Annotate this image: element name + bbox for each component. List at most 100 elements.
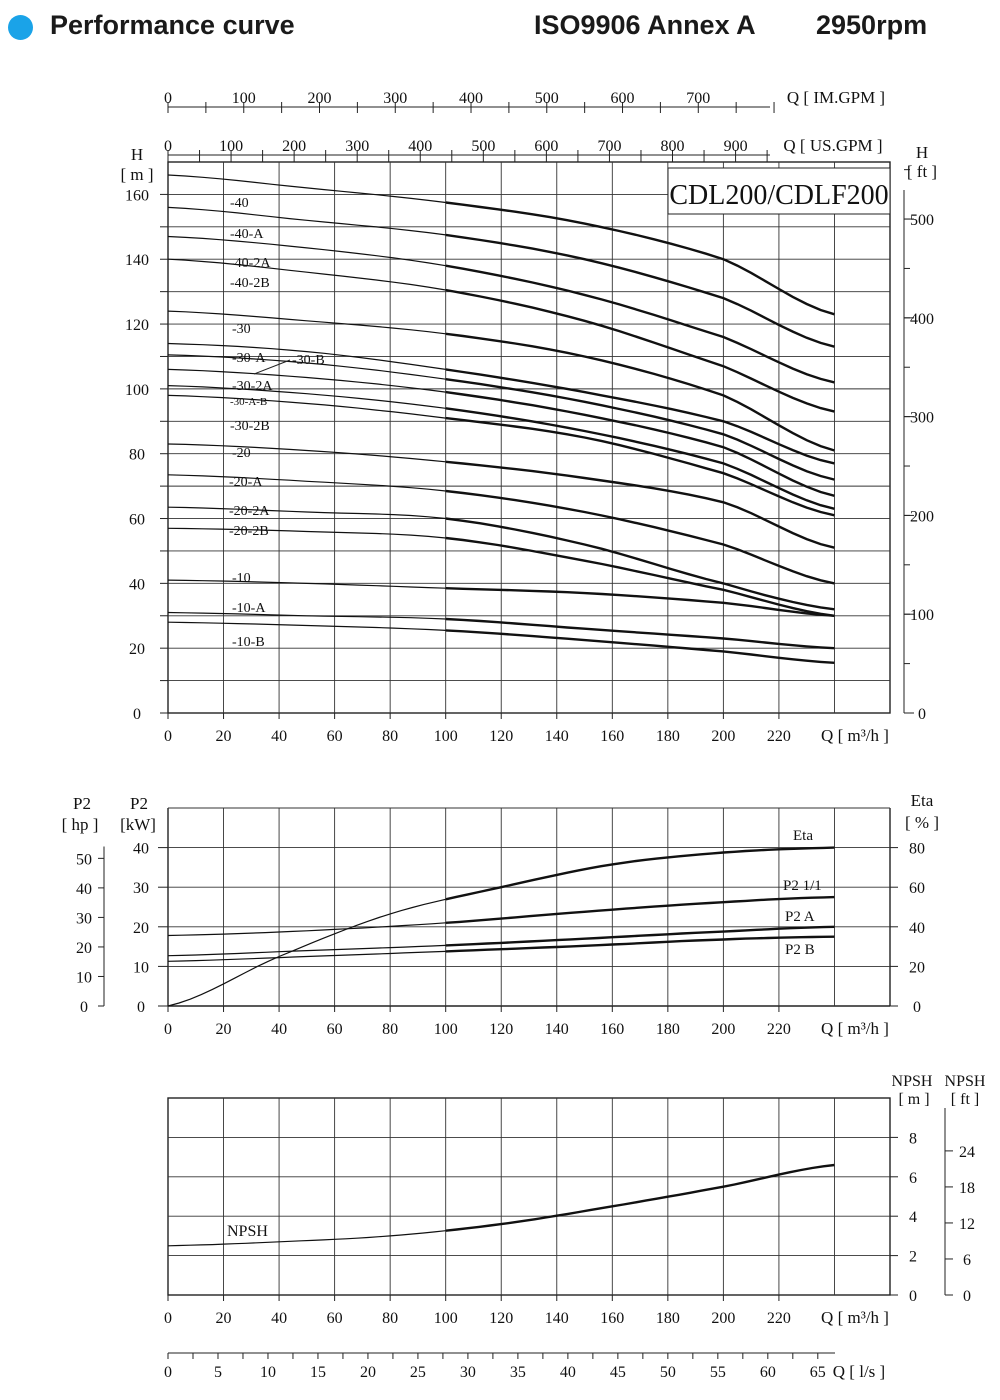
usgpm-tick-label: 400 [408, 138, 432, 155]
head-curve-line-operating [445, 368, 835, 465]
npsh-x-tick-label: 100 [434, 1310, 458, 1327]
power-curve-line [167, 944, 446, 957]
power-curve-line [167, 922, 446, 937]
eta-curve-line [167, 898, 446, 1007]
npsh-x-tick-label: 80 [382, 1310, 398, 1327]
head-x-tick-label: 140 [545, 728, 569, 745]
npsh-m-tick-label: 0 [909, 1288, 917, 1305]
head-curve-line-operating [445, 264, 835, 384]
ls-tick-label: 30 [460, 1364, 476, 1381]
head-curve-line-operating [445, 460, 835, 549]
head-curve-label: -10-B [232, 635, 265, 650]
power-eta-tick-label: 40 [909, 920, 925, 937]
ls-axis-title: Q [ l/s ] [833, 1362, 885, 1381]
speed-label: 2950rpm [816, 10, 928, 40]
head-x-tick-label: 60 [327, 728, 343, 745]
npsh-plot-frame [167, 1097, 891, 1296]
head-curve-line-operating [445, 416, 835, 517]
power-eta-axis-title: Eta [911, 791, 934, 810]
power-hp-tick-label: 10 [76, 969, 92, 986]
npsh-x-tick-label: 0 [164, 1310, 172, 1327]
head-ft-axis-unit: [ ft ] [907, 162, 937, 181]
head-x-tick-label: 100 [434, 728, 458, 745]
power-curve-line-operating [445, 895, 835, 924]
head-curve-label: -30 [232, 322, 251, 337]
head-ft-tick-label: 0 [918, 706, 926, 723]
power-x-tick-label: 160 [600, 1021, 624, 1038]
power-eta-tick-label: 60 [909, 880, 925, 897]
npsh-m-tick-label: 4 [909, 1209, 917, 1226]
model-label-box [667, 167, 891, 215]
power-x-tick-label: 140 [545, 1021, 569, 1038]
head-y-axis-title: H [131, 145, 143, 164]
head-curve-line [167, 611, 446, 620]
eta-curve-line-operating [445, 846, 835, 901]
power-x-tick-label: 120 [489, 1021, 513, 1038]
npsh-x-tick-label: 220 [767, 1310, 791, 1327]
power-hp-tick-label: 0 [80, 999, 88, 1016]
power-kw-axis-title: P2 [130, 794, 148, 813]
head-x-tick-label: 40 [271, 728, 287, 745]
power-curve-label: P2 A [785, 909, 815, 925]
head-y-tick-label: 60 [129, 512, 145, 529]
power-x-axis-title: Q [ m³/h ] [821, 1019, 889, 1038]
head-ft-tick-label: 500 [910, 212, 934, 229]
head-curve-label: -30-2B [230, 419, 270, 434]
head-ft-tick-label: 100 [910, 607, 934, 624]
power-eta-axis-unit: [ % ] [905, 813, 939, 832]
usgpm-tick-label: 800 [661, 138, 685, 155]
npsh-x-tick-label: 200 [711, 1310, 735, 1327]
npsh-m-axis-title: NPSH [892, 1073, 933, 1090]
imgpm-tick-label: 700 [686, 90, 710, 107]
head-curve-line [167, 174, 446, 204]
power-x-tick-label: 220 [767, 1021, 791, 1038]
usgpm-tick-label: 900 [724, 138, 748, 155]
imgpm-tick-label: 0 [164, 90, 172, 107]
page-header: Performance curve ISO9906 Annex A 2950rp… [0, 0, 1000, 56]
power-x-tick-label: 60 [327, 1021, 343, 1038]
head-curve-line-operating [445, 332, 835, 452]
ls-tick-label: 10 [260, 1364, 276, 1381]
npsh-curve-line-operating [445, 1163, 835, 1232]
npsh-m-axis-unit: [ m ] [898, 1091, 929, 1108]
head-curve-line [167, 206, 446, 236]
head-curve-label: -30-B [292, 353, 325, 368]
power-eta-tick-label: 20 [909, 959, 925, 976]
head-x-tick-label: 200 [711, 728, 735, 745]
head-y-tick-label: 160 [125, 187, 149, 204]
power-x-tick-label: 100 [434, 1021, 458, 1038]
power-hp-axis-title: P2 [73, 794, 91, 813]
head-curve-label-leader [253, 359, 291, 375]
head-plot-frame [167, 161, 891, 714]
imgpm-tick-label: 100 [232, 90, 256, 107]
power-x-tick-label: 80 [382, 1021, 398, 1038]
head-y-tick-label: 20 [129, 641, 145, 658]
head-y-tick-label: 100 [125, 382, 149, 399]
power-hp-tick-label: 40 [76, 881, 92, 898]
power-curve-line-operating [445, 925, 835, 947]
ls-tick-label: 5 [214, 1364, 222, 1381]
ls-tick-label: 25 [410, 1364, 426, 1381]
head-x-tick-label: 120 [489, 728, 513, 745]
head-curve-label: -20-A [229, 475, 263, 490]
ls-tick-label: 50 [660, 1364, 676, 1381]
npsh-ft-tick-label: 0 [963, 1288, 971, 1305]
head-x-tick-label: 160 [600, 728, 624, 745]
power-eta-tick-label: 0 [913, 999, 921, 1016]
usgpm-tick-label: 200 [282, 138, 306, 155]
power-eta-tick-label: 80 [909, 841, 925, 858]
power-kw-tick-label: 40 [133, 841, 149, 858]
imgpm-tick-label: 500 [535, 90, 559, 107]
usgpm-tick-label: 600 [534, 138, 558, 155]
ls-tick-label: 40 [560, 1364, 576, 1381]
head-curve-label: -40 [230, 196, 249, 211]
head-curve-label: -20-2B [229, 524, 269, 539]
head-curve-line-operating [445, 407, 835, 510]
npsh-x-tick-label: 60 [327, 1310, 343, 1327]
head-curve-line-operating [445, 378, 835, 481]
imgpm-axis-title: Q [ IM.GPM ] [787, 88, 885, 107]
head-curve-label: -20 [232, 446, 251, 461]
power-hp-tick-label: 30 [76, 910, 92, 927]
head-y-tick-label: 120 [125, 317, 149, 334]
head-x-tick-label: 180 [656, 728, 680, 745]
